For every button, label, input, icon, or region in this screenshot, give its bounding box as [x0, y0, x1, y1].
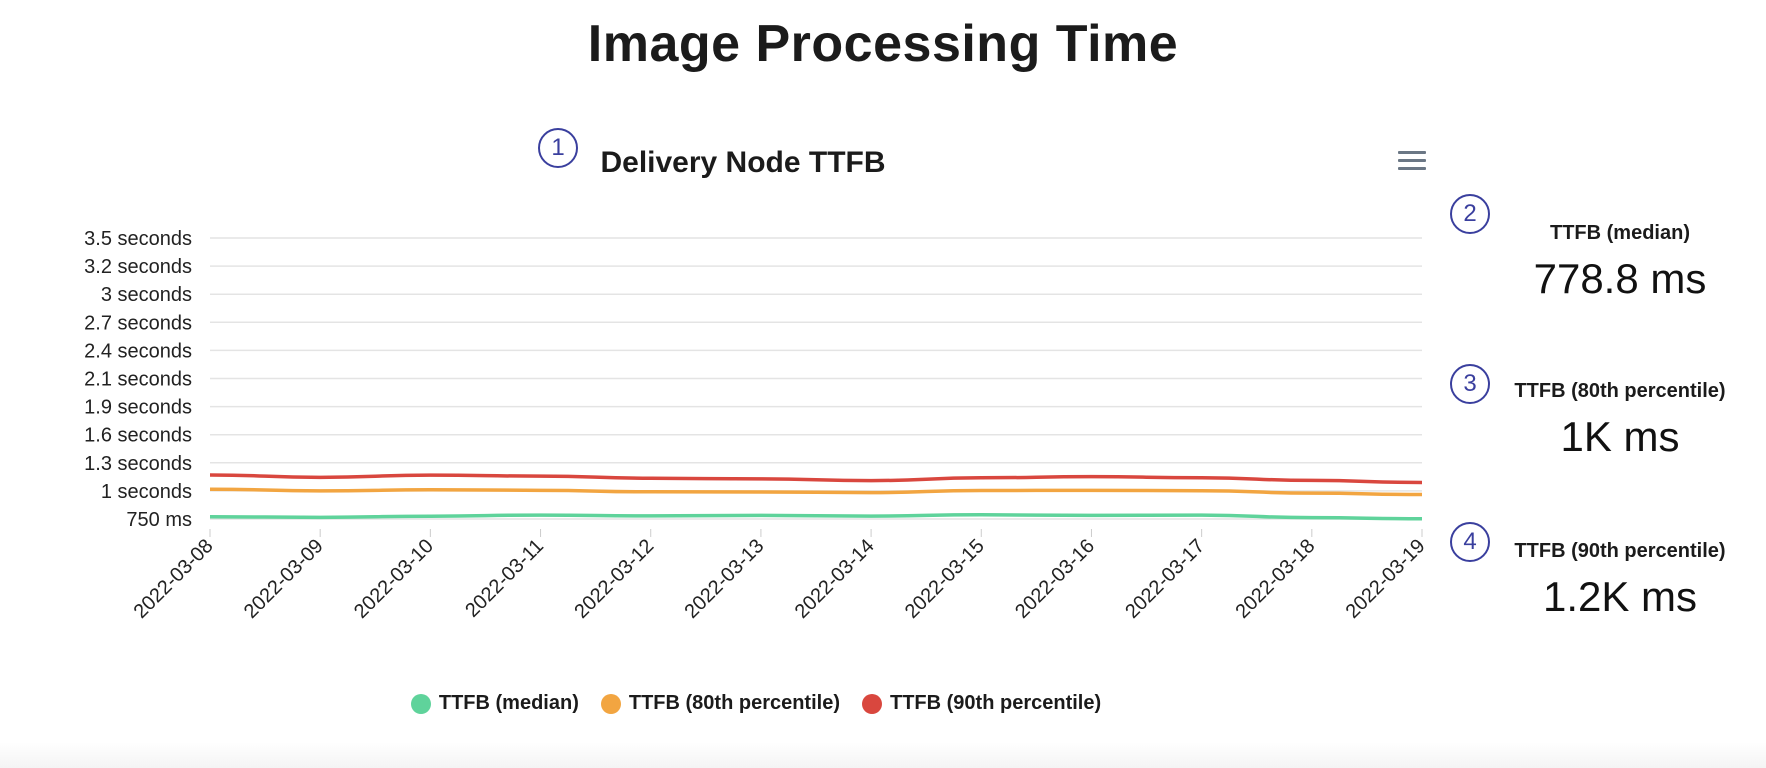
x-tick-label: 2022-03-13: [681, 535, 769, 623]
x-tick-label: 2022-03-15: [901, 535, 989, 623]
series-line-1[interactable]: [209, 487, 1423, 497]
y-tick-label: 3.2 seconds: [84, 256, 192, 278]
y-tick-label: 1.9 seconds: [84, 397, 192, 419]
legend-item-median[interactable]: TTFB (median): [410, 692, 579, 715]
stat-90th-value: 1.2K ms: [1542, 573, 1698, 620]
legend-dot-80th: [600, 693, 621, 714]
chart-title: Delivery Node TTFB: [600, 146, 886, 179]
x-tick-label: 2022-03-18: [1231, 535, 1319, 623]
stat-90th: TTFB (90th percentile) 1.2K ms: [1500, 540, 1740, 621]
y-tick-label: 1.3 seconds: [84, 453, 192, 475]
stat-median-value: 778.8 ms: [1533, 255, 1707, 302]
y-tick-label: 2.4 seconds: [84, 340, 192, 362]
x-tick-label: 2022-03-09: [240, 535, 328, 623]
x-tick-label: 2022-03-08: [130, 535, 218, 623]
bottom-band: [0, 742, 1766, 768]
x-tick-label: 2022-03-14: [791, 535, 879, 623]
y-tick-label: 2.7 seconds: [84, 312, 192, 334]
y-tick-label: 750 ms: [126, 509, 192, 531]
y-tick-label: 3 seconds: [101, 284, 192, 306]
x-tick-label: 2022-03-19: [1342, 535, 1430, 623]
chart-legend: TTFB (median) TTFB (80th percentile) TTF…: [0, 692, 1639, 715]
legend-label-90th: TTFB (90th percentile): [890, 692, 1102, 714]
legend-label-80th: TTFB (80th percentile): [628, 692, 840, 714]
legend-label-median: TTFB (median): [438, 692, 579, 714]
stat-median: TTFB (median) 778.8 ms: [1500, 222, 1740, 303]
y-tick-label: 3.5 seconds: [84, 228, 192, 250]
menu-bar: [1398, 167, 1426, 170]
series-line-2[interactable]: [209, 473, 1423, 485]
menu-bar: [1398, 151, 1426, 154]
page-title: Image Processing Time: [587, 15, 1179, 73]
callout-2: 2: [1450, 194, 1490, 234]
stat-80th-value: 1K ms: [1560, 413, 1680, 460]
callout-1: 1: [538, 128, 578, 168]
y-tick-label: 1.6 seconds: [84, 425, 192, 447]
callout-3: 3: [1450, 364, 1490, 404]
series-line-0[interactable]: [209, 512, 1423, 521]
stat-80th-label: TTFB (80th percentile): [1514, 380, 1726, 402]
x-tick-label: 2022-03-10: [350, 535, 438, 623]
legend-item-80th[interactable]: TTFB (80th percentile): [600, 692, 840, 715]
hamburger-menu-icon[interactable]: [1395, 148, 1429, 174]
legend-dot-90th: [862, 693, 882, 714]
x-tick-label: 2022-03-12: [570, 535, 658, 623]
x-tick-label: 2022-03-11: [461, 535, 548, 622]
stat-90th-label: TTFB (90th percentile): [1514, 540, 1726, 562]
stat-80th: TTFB (80th percentile) 1K ms: [1500, 380, 1740, 461]
callout-4: 4: [1450, 522, 1490, 562]
legend-dot-median: [410, 693, 431, 714]
x-tick-label: 2022-03-16: [1011, 535, 1099, 623]
legend-item-90th[interactable]: TTFB (90th percentile): [862, 692, 1101, 715]
y-tick-label: 2.1 seconds: [84, 369, 192, 391]
x-tick-label: 2022-03-17: [1121, 535, 1209, 623]
menu-bar: [1398, 159, 1426, 162]
y-tick-label: 1 seconds: [101, 481, 192, 503]
stat-median-label: TTFB (median): [1550, 222, 1690, 244]
